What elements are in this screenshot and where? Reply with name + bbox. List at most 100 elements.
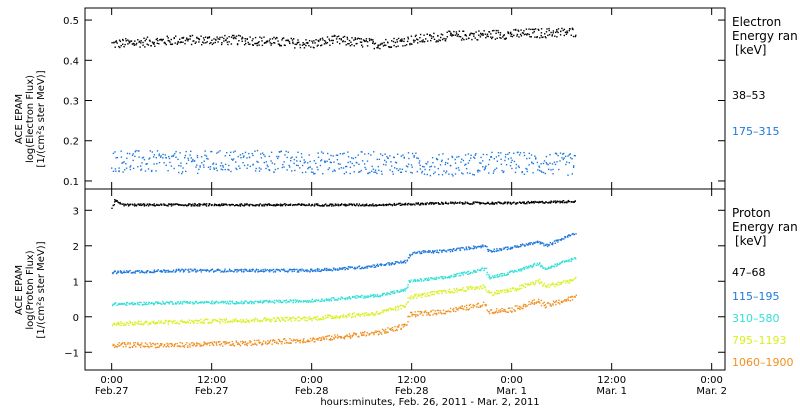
data-point: [407, 297, 409, 299]
data-point: [160, 38, 162, 41]
data-point: [263, 154, 265, 156]
data-point: [218, 204, 220, 207]
data-point: [131, 43, 134, 45]
data-point: [450, 274, 452, 277]
data-point: [222, 164, 224, 167]
data-point: [314, 172, 316, 175]
data-point: [494, 292, 496, 294]
x-tick-time: 0:00: [300, 375, 322, 386]
data-point: [115, 345, 118, 348]
data-point: [262, 300, 264, 303]
data-point: [374, 42, 377, 45]
data-point: [413, 156, 415, 158]
electron-ylabel-line1: ACE EPAM: [14, 94, 25, 144]
data-point: [402, 154, 404, 156]
data-point: [263, 271, 265, 273]
data-point: [384, 204, 386, 206]
data-point: [212, 42, 215, 44]
data-point: [112, 152, 115, 155]
data-point: [202, 269, 204, 271]
data-point: [222, 166, 224, 168]
data-point: [338, 335, 341, 338]
data-point: [451, 275, 453, 277]
data-point: [490, 36, 492, 38]
data-point: [271, 38, 274, 40]
data-point: [361, 266, 363, 269]
data-point: [455, 275, 457, 277]
data-point: [129, 322, 132, 324]
data-point: [455, 306, 457, 309]
data-point: [450, 201, 452, 203]
data-point: [421, 294, 423, 296]
data-point: [154, 303, 156, 305]
data-point: [397, 305, 399, 307]
data-point: [242, 319, 244, 322]
data-point: [447, 249, 449, 251]
data-point: [278, 319, 281, 321]
data-point: [180, 162, 182, 164]
proton-legend-title-2: Energy ran: [732, 220, 798, 234]
data-point: [226, 37, 228, 39]
data-point: [351, 157, 353, 159]
data-point: [177, 203, 179, 206]
data-point: [281, 166, 283, 169]
data-point: [220, 271, 222, 273]
data-point: [374, 294, 376, 296]
data-point: [313, 341, 315, 343]
data-point: [434, 166, 436, 168]
data-point: [217, 341, 220, 343]
data-point: [511, 33, 513, 35]
data-point: [165, 157, 167, 159]
data-point: [253, 320, 256, 322]
data-point: [367, 172, 370, 174]
data-point: [140, 165, 142, 167]
data-point: [372, 168, 375, 170]
data-point: [304, 161, 306, 163]
data-point: [423, 279, 425, 282]
data-point: [363, 334, 365, 336]
data-point: [347, 43, 349, 45]
data-point: [252, 38, 254, 40]
data-point: [303, 159, 305, 161]
data-point: [199, 204, 201, 206]
data-point: [185, 162, 188, 165]
data-point: [287, 151, 289, 153]
data-point: [349, 267, 352, 269]
data-point: [272, 271, 275, 273]
data-point: [215, 270, 217, 272]
proton-ylabel-line1: ACE EPAM: [14, 265, 25, 315]
data-point: [469, 303, 472, 306]
data-point: [510, 246, 512, 249]
y-tick-label: 0.1: [63, 177, 79, 188]
data-point: [374, 266, 377, 268]
data-point: [475, 271, 478, 273]
data-point: [467, 271, 469, 273]
data-point: [198, 168, 200, 171]
data-point: [157, 346, 159, 348]
data-point: [477, 286, 479, 288]
data-point: [255, 42, 257, 45]
data-point: [142, 345, 144, 347]
data-point: [318, 337, 321, 339]
data-point: [567, 298, 569, 300]
data-point: [424, 168, 426, 171]
data-point: [292, 42, 294, 45]
data-point: [202, 164, 205, 166]
data-point: [196, 322, 199, 324]
data-point: [276, 300, 278, 302]
data-point: [511, 287, 513, 290]
data-point: [505, 246, 507, 249]
data-point: [553, 283, 555, 286]
data-point: [415, 202, 417, 204]
data-point: [390, 308, 392, 310]
data-point: [230, 344, 233, 346]
data-point: [170, 342, 172, 345]
data-point: [489, 203, 491, 205]
data-point: [128, 152, 131, 155]
data-point: [177, 40, 179, 43]
data-point: [307, 270, 310, 272]
data-point: [182, 320, 184, 323]
data-point: [196, 36, 198, 39]
data-point: [443, 249, 446, 252]
data-point: [283, 161, 285, 163]
